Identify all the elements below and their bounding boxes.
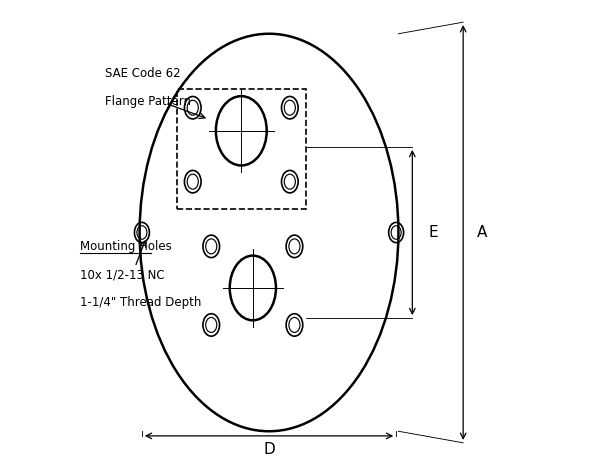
Text: SAE Code 62: SAE Code 62 (105, 67, 181, 80)
Text: E: E (428, 225, 438, 240)
Text: A: A (477, 225, 487, 240)
Text: D: D (263, 442, 275, 457)
Text: Mounting Holes: Mounting Holes (80, 240, 171, 253)
Text: 1-1/4" Thread Depth: 1-1/4" Thread Depth (80, 296, 201, 309)
Bar (177, 89, 306, 209)
Text: Flange Pattern: Flange Pattern (105, 95, 191, 108)
Text: 10x 1/2-13 NC: 10x 1/2-13 NC (80, 268, 164, 281)
